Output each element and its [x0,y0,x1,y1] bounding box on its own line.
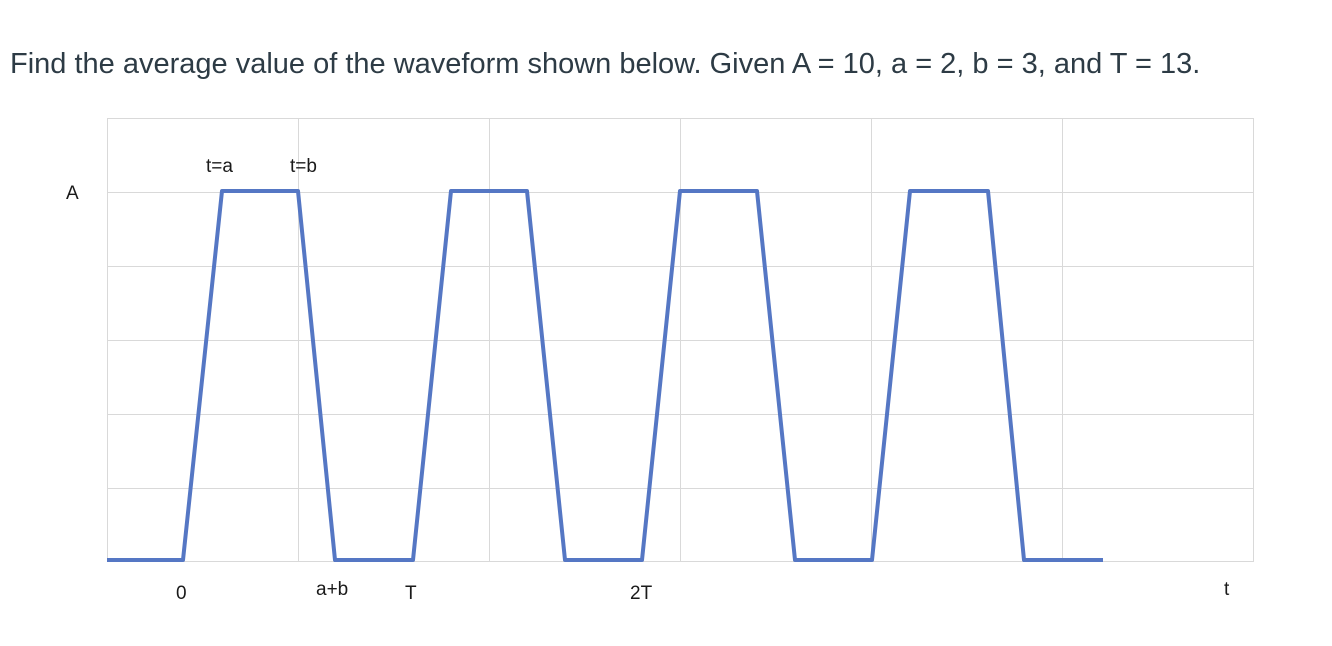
x-label-t: t [1224,579,1230,600]
y-label-A: A [66,183,79,204]
label-t-a: t=a [206,156,233,177]
waveform-line [107,189,1103,562]
question-text: Find the average value of the waveform s… [10,48,1201,80]
label-zero: 0 [176,583,187,604]
label-a-plus-b: a+b [316,579,348,600]
label-T: T [405,583,417,604]
label-2T: 2T [630,583,653,604]
label-t-b: t=b [290,156,317,177]
grid [107,118,1254,562]
